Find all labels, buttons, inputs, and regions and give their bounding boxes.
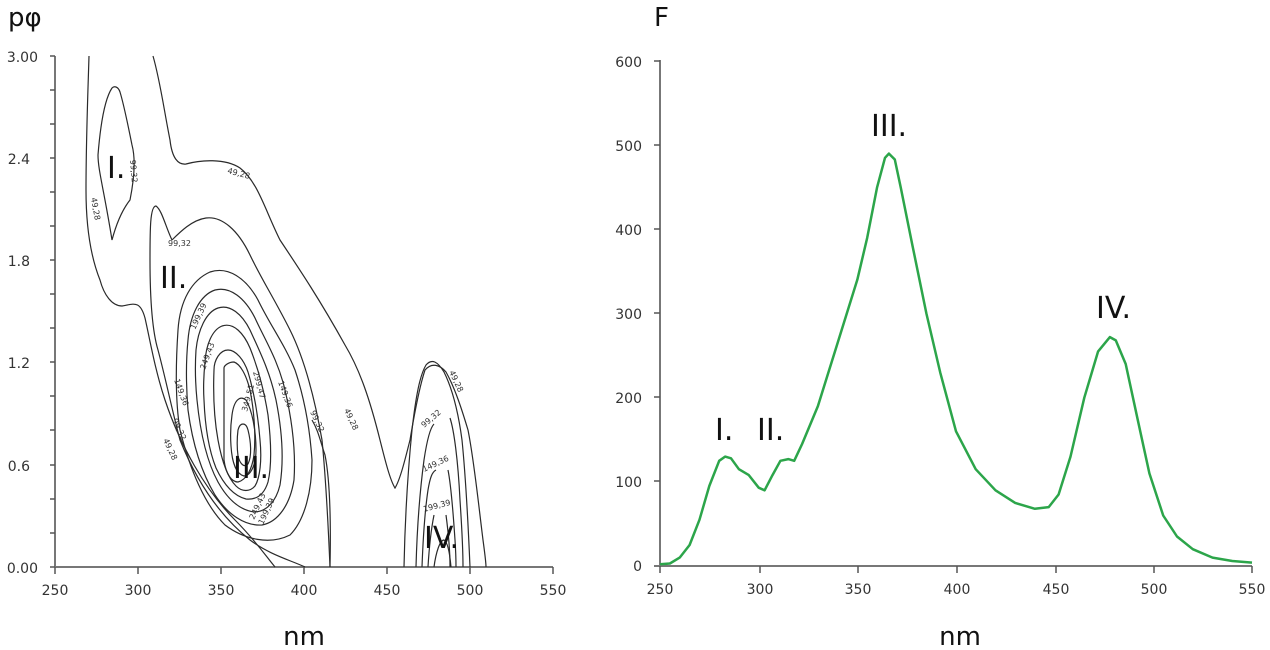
svg-text:99,32: 99,32 [168,239,191,248]
svg-text:300: 300 [125,583,152,599]
svg-text:49,28: 49,28 [161,437,179,462]
y-ticks-right [654,60,660,482]
svg-text:350: 350 [845,582,872,598]
svg-text:550: 550 [1239,582,1266,598]
x-axis-title-right: nm [939,622,981,650]
svg-text:500: 500 [615,139,642,155]
contour-lines [85,55,487,568]
x-ticks-right [659,566,1253,573]
svg-text:149,36: 149,36 [276,380,294,409]
svg-text:49,28: 49,28 [342,407,360,432]
svg-text:199,39: 199,39 [189,302,209,331]
peak-labels-left: I. II. III. IV. [107,151,459,556]
svg-text:99,32: 99,32 [170,417,188,442]
svg-text:II.: II. [160,261,187,296]
svg-text:400: 400 [291,583,318,599]
emission-curve [659,152,1253,566]
svg-text:300: 300 [747,582,774,598]
svg-text:0: 0 [633,559,642,575]
y-tick-labels-right: 600 500 400 300 200 100 0 [615,55,642,575]
svg-text:I.: I. [715,413,733,448]
svg-text:500: 500 [1141,582,1168,598]
svg-text:500: 500 [457,583,484,599]
svg-text:III.: III. [871,109,907,144]
x-axis-title-left: nm [283,622,325,650]
x-ticks-left [54,567,554,574]
y-axis-title-right: F [654,3,669,33]
svg-text:49,28: 49,28 [226,166,250,181]
svg-text:99,32: 99,32 [308,409,326,434]
svg-text:200: 200 [615,391,642,407]
svg-text:400: 400 [944,582,971,598]
svg-text:99,32: 99,32 [420,408,443,430]
svg-text:I.: I. [107,151,125,186]
x-tick-labels-left: 250 300 350 400 450 500 550 [42,583,567,599]
svg-text:49,28: 49,28 [447,369,465,394]
svg-text:1.8: 1.8 [8,254,30,270]
y-axis-title-left: pφ [8,3,42,33]
svg-text:450: 450 [1043,582,1070,598]
y-tick-labels-left: 3.00 2.4 1.8 1.2 0.6 0.00 [7,50,38,577]
svg-text:III.: III. [233,451,269,486]
svg-text:IV.: IV. [424,521,459,556]
x-tick-labels-right: 250 300 350 400 450 500 550 [647,582,1266,598]
svg-text:550: 550 [540,583,567,599]
y-ticks-left [50,55,55,568]
svg-text:450: 450 [374,583,401,599]
svg-text:250: 250 [647,582,674,598]
svg-text:0.00: 0.00 [7,561,38,577]
svg-text:2.4: 2.4 [8,152,30,168]
svg-text:3.00: 3.00 [7,50,38,66]
svg-text:II.: II. [757,413,784,448]
svg-text:600: 600 [615,55,642,71]
svg-text:100: 100 [615,475,642,491]
svg-text:300: 300 [615,307,642,323]
svg-text:400: 400 [615,223,642,239]
svg-text:250: 250 [42,583,69,599]
peak-labels-right: I. II. III. IV. [715,109,1131,448]
svg-text:49,28: 49,28 [89,197,102,221]
svg-text:IV.: IV. [1096,291,1131,326]
emission-line-chart: F 600 500 400 300 200 100 0 [615,3,1265,650]
contour-chart: pφ 3.00 2.4 1.8 1.2 0 [7,3,567,650]
svg-text:1.2: 1.2 [8,356,30,372]
svg-text:99,32: 99,32 [128,159,139,183]
svg-text:350: 350 [208,583,235,599]
svg-text:0.6: 0.6 [8,459,30,475]
